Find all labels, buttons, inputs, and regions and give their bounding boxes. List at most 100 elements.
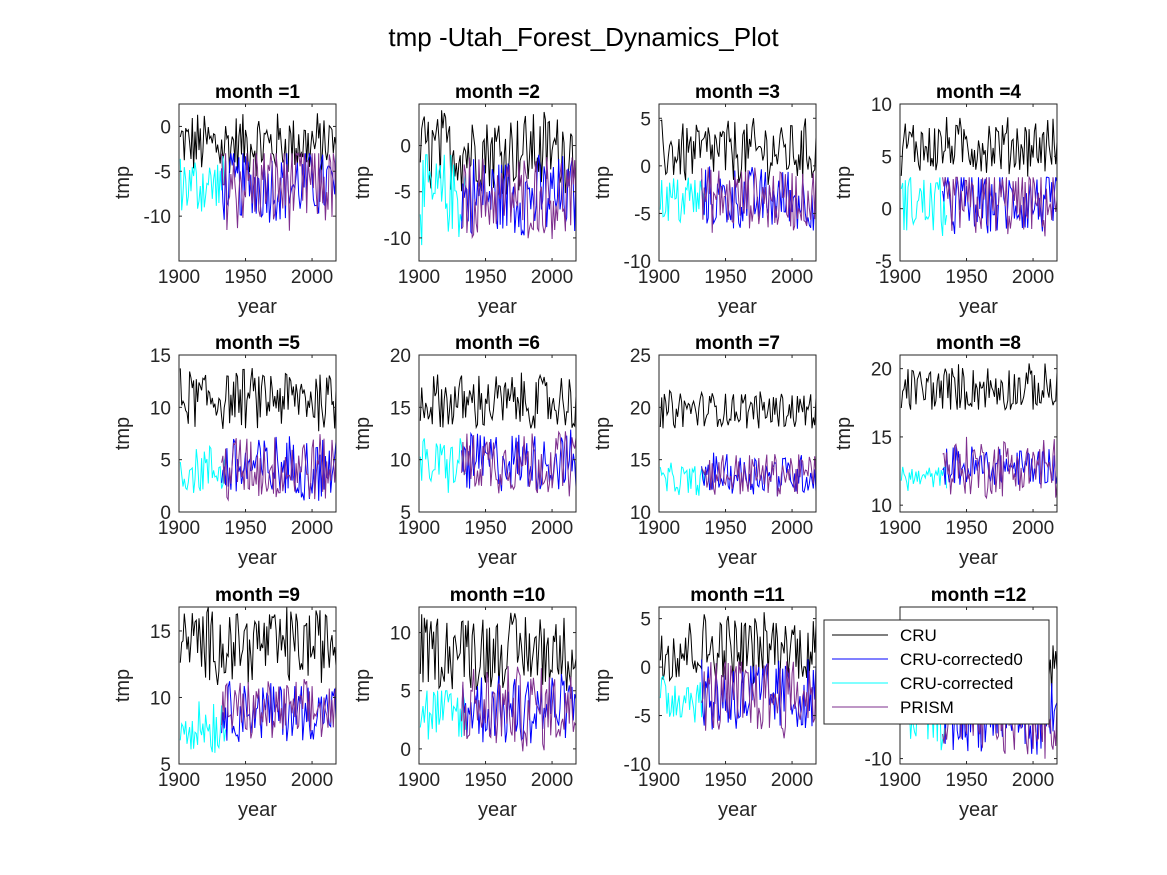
series-line-prism (461, 157, 577, 240)
subplot-title: month =10 (450, 585, 546, 606)
x-tick-label: 1950 (945, 770, 987, 791)
series-line-cru-corrected (659, 177, 707, 224)
x-tick-label: 1900 (879, 518, 921, 539)
y-tick-label: 10 (871, 95, 892, 116)
x-tick-label: 1900 (638, 518, 680, 539)
series-line-cru (419, 612, 577, 691)
y-axis-label: tmp (352, 669, 374, 702)
subplot-7: 1900 1950 2000 25 20 15 10 month =7 year tmp (592, 333, 817, 569)
y-tick-label: 10 (390, 624, 411, 645)
legend: CRU CRU-corrected0 CRU-corrected PRISM (823, 619, 1050, 725)
x-tick-label: 1900 (398, 770, 440, 791)
x-tick-label: 1950 (704, 518, 746, 539)
y-tick-label: 0 (881, 200, 892, 221)
series-line-cru (179, 113, 337, 177)
series-line-cru-corrected (659, 462, 707, 496)
y-tick-label: -5 (634, 204, 651, 225)
axes-box (899, 354, 1058, 513)
series-line-prism (221, 434, 337, 502)
x-axis-label: year (238, 547, 277, 569)
y-tick-label: -10 (624, 252, 651, 273)
y-tick-label: 10 (150, 688, 171, 709)
y-axis-label: tmp (592, 669, 614, 702)
subplot-title: month =9 (215, 585, 300, 606)
y-tick-label: -10 (624, 755, 651, 776)
y-tick-label: -10 (384, 229, 411, 250)
x-axis-label: year (478, 296, 517, 318)
y-axis-label: tmp (352, 166, 374, 199)
x-axis-label: year (238, 296, 277, 318)
series-line-cru-corrected (179, 444, 227, 493)
x-tick-label: 2000 (531, 770, 573, 791)
y-tick-label: -5 (875, 252, 892, 273)
y-tick-label: 5 (400, 503, 411, 524)
x-tick-label: 1950 (464, 267, 506, 288)
x-tick-label: 1950 (945, 518, 987, 539)
y-tick-label: 5 (640, 109, 651, 130)
y-tick-label: 15 (150, 346, 171, 367)
axes-box (178, 103, 337, 262)
subplot-6: 1900 1950 2000 20 15 10 5 month =6 year tmp (352, 333, 577, 569)
legend-label: CRU-corrected0 (900, 650, 1023, 669)
subplot-title: month =5 (215, 333, 300, 354)
y-tick-label: 10 (630, 503, 651, 524)
axes-box (418, 606, 577, 765)
subplot-8: 1900 1950 2000 20 15 10 month =8 year tmp (833, 333, 1058, 569)
y-axis-label: tmp (112, 166, 134, 199)
series-line-cru-corrected0 (221, 436, 337, 501)
legend-label: CRU-corrected (900, 674, 1013, 693)
x-axis-label: year (478, 799, 517, 821)
y-axis-label: tmp (352, 417, 374, 450)
x-axis-label: year (238, 799, 277, 821)
y-tick-label: 0 (640, 157, 651, 178)
y-axis-label: tmp (112, 669, 134, 702)
y-axis-label: tmp (592, 417, 614, 450)
x-axis-label: year (959, 799, 998, 821)
axes-box (178, 354, 337, 513)
series-line-prism (701, 454, 817, 497)
series-line-cru-corrected0 (461, 154, 577, 236)
y-tick-label: 20 (630, 398, 651, 419)
series-line-cru (419, 372, 577, 430)
figure-title: tmp -Utah_Forest_Dynamics_Plot (388, 22, 779, 52)
axes-box (899, 103, 1058, 262)
x-tick-label: 2000 (291, 518, 333, 539)
y-tick-label: 10 (150, 398, 171, 419)
x-tick-label: 2000 (771, 518, 813, 539)
series-line-cru-corrected0 (942, 176, 1058, 235)
series-line-cru (900, 116, 1058, 177)
series-line-cru-corrected (179, 155, 226, 212)
y-axis-label: tmp (833, 166, 855, 199)
y-tick-label: 5 (881, 147, 892, 168)
series-line-cru (179, 606, 337, 686)
x-tick-label: 2000 (771, 267, 813, 288)
x-tick-label: 1900 (398, 267, 440, 288)
x-tick-label: 2000 (1012, 518, 1054, 539)
x-tick-label: 1900 (158, 770, 200, 791)
y-tick-label: 20 (871, 360, 892, 381)
x-tick-label: 1950 (704, 770, 746, 791)
y-tick-label: 0 (160, 117, 171, 138)
subplot-11: 1900 1950 2000 5 0 -5 -10 month =11 year tmp (592, 585, 817, 821)
series-line-cru-corrected (900, 466, 948, 491)
x-tick-label: 1950 (224, 518, 266, 539)
y-tick-label: 5 (400, 682, 411, 703)
x-axis-label: year (959, 296, 998, 318)
axes-box (418, 103, 577, 262)
series-line-cru-corrected (419, 438, 466, 493)
x-tick-label: 2000 (1012, 770, 1054, 791)
axes-box (658, 606, 817, 765)
subplot-3: 1900 1950 2000 5 0 -5 -10 month =3 year tmp (592, 82, 817, 318)
subplot-title: month =11 (690, 585, 785, 606)
y-tick-label: 15 (630, 451, 651, 472)
subplot-title: month =8 (936, 333, 1021, 354)
subplot-title: month =3 (695, 82, 780, 103)
y-tick-label: 0 (160, 503, 171, 524)
y-axis-label: tmp (833, 417, 855, 450)
series-line-cru (659, 389, 817, 429)
y-tick-label: 15 (150, 622, 171, 643)
x-tick-label: 1900 (879, 770, 921, 791)
x-tick-label: 1950 (945, 267, 987, 288)
x-tick-label: 2000 (531, 267, 573, 288)
x-tick-label: 1900 (638, 770, 680, 791)
